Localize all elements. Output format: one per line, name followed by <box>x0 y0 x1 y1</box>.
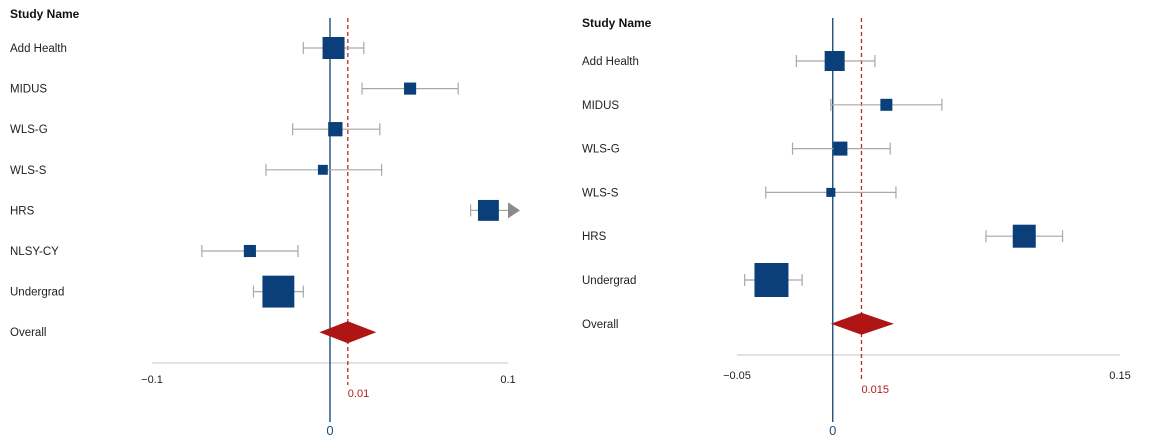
study-estimate-square <box>317 164 328 175</box>
study-name-header: Study Name <box>10 7 80 21</box>
study-estimate-square <box>328 122 343 137</box>
x-tick-label: −0.1 <box>141 374 163 386</box>
x-tick-label: −0.05 <box>723 370 751 382</box>
study-estimate-square <box>477 199 499 221</box>
overall-estimate-diamond <box>319 321 377 344</box>
reference-value-label: 0.015 <box>861 384 889 396</box>
study-label: MIDUS <box>582 100 619 112</box>
zero-label: 0 <box>326 423 333 438</box>
overall-label: Overall <box>10 327 46 339</box>
study-label: HRS <box>582 231 607 243</box>
study-estimate-square <box>826 187 836 197</box>
study-label: Undergrad <box>582 275 636 287</box>
study-estimate-square <box>754 263 789 297</box>
ci-truncation-arrow <box>508 202 520 219</box>
study-estimate-square <box>322 37 345 59</box>
study-estimate-square <box>824 51 845 71</box>
study-label: HRS <box>10 205 35 217</box>
study-label: Add Health <box>582 56 639 68</box>
study-label: MIDUS <box>10 84 47 96</box>
study-estimate-square <box>243 244 256 258</box>
study-label: WLS-G <box>582 144 620 156</box>
study-label: Add Health <box>10 43 67 55</box>
study-estimate-square <box>1012 224 1036 248</box>
forest-plot-right: Study Name −0.05 0.15 0 0.015 Add Health MIDUS… <box>582 16 1131 438</box>
study-estimate-square <box>880 98 893 111</box>
study-estimate-square <box>404 82 417 95</box>
zero-label: 0 <box>829 423 836 438</box>
x-tick-label: 0.15 <box>1109 370 1130 382</box>
overall-estimate-diamond <box>830 312 895 335</box>
forest-plot-left: Study Name −0.1 0.1 0 0.01 Add Health MIDUS WLS… <box>10 7 520 438</box>
study-label: WLS-G <box>10 124 48 136</box>
reference-value-label: 0.01 <box>348 388 369 400</box>
study-estimate-square <box>262 275 295 308</box>
study-estimate-square <box>833 141 848 156</box>
x-tick-label: 0.1 <box>500 374 515 386</box>
study-label: WLS-S <box>10 165 47 177</box>
study-name-header: Study Name <box>582 16 652 30</box>
study-label: NLSY-CY <box>10 246 59 258</box>
study-label: WLS-S <box>582 187 619 199</box>
overall-label: Overall <box>582 319 618 331</box>
study-label: Undergrad <box>10 287 64 299</box>
